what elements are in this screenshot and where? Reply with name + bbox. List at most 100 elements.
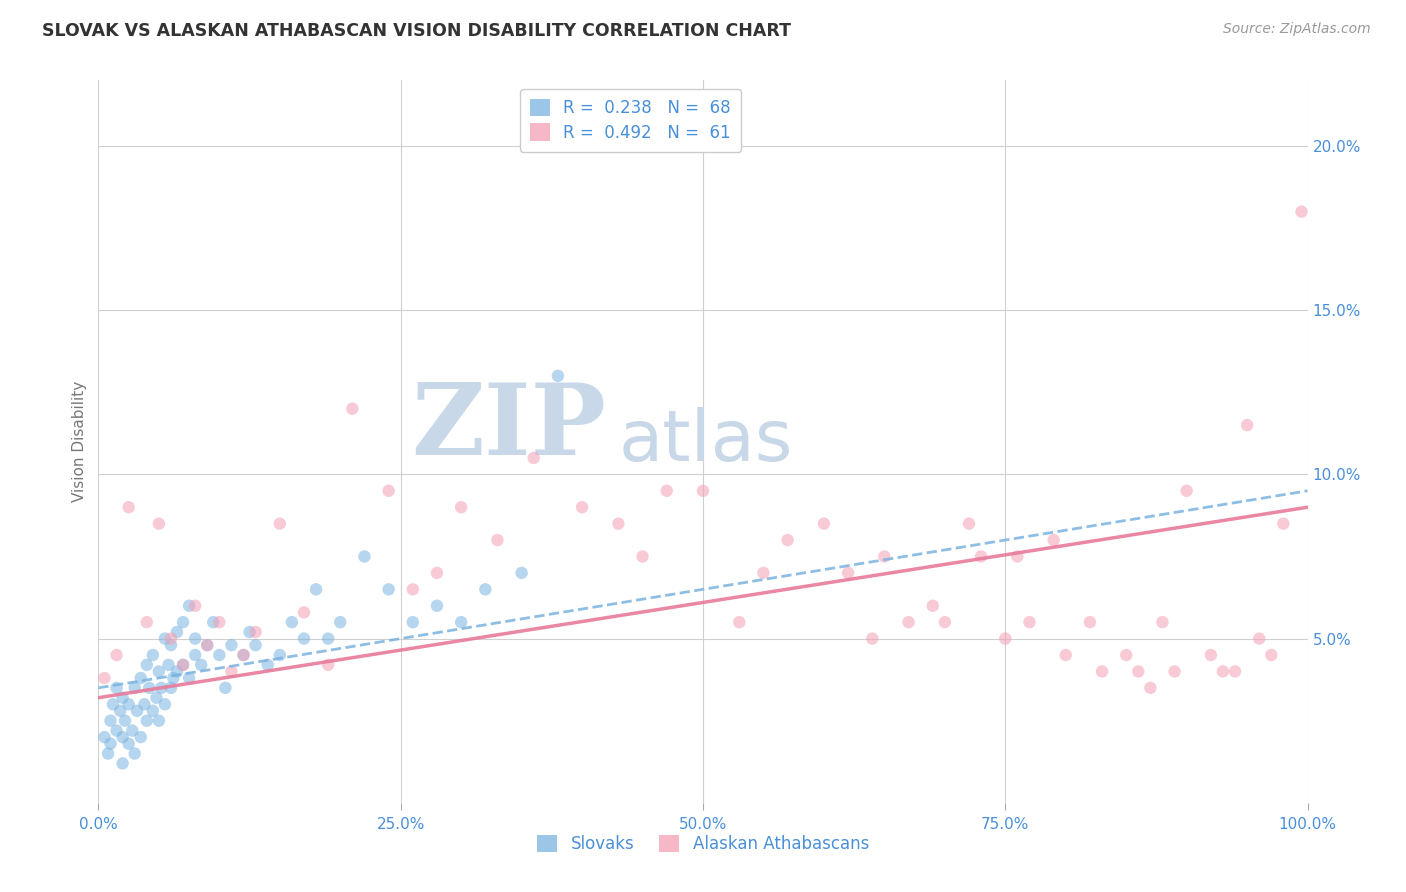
Point [957,516,980,531]
Point [269,516,291,531]
Point [166,665,188,679]
Point [655,483,678,498]
Point [221,638,243,652]
Point [426,566,449,580]
Point [208,615,231,630]
Point [607,516,630,531]
Point [1018,615,1040,630]
Point [105,723,128,738]
Point [142,704,165,718]
Point [202,615,225,630]
Point [873,549,896,564]
Point [1199,648,1222,662]
Point [342,401,364,416]
Point [316,632,339,646]
Point [105,648,128,662]
Point [232,648,254,662]
Point [114,714,136,728]
Point [100,714,122,728]
Point [121,723,143,738]
Point [316,657,339,672]
Point [486,533,509,547]
Point [837,566,859,580]
Point [329,615,352,630]
Point [232,648,254,662]
Point [162,671,184,685]
Point [1260,648,1282,662]
Point [111,730,134,744]
Point [166,625,188,640]
Point [153,698,176,712]
Point [1291,204,1313,219]
Point [752,566,775,580]
Point [921,599,943,613]
Point [108,704,131,718]
Point [135,714,157,728]
Point [1042,533,1064,547]
Point [239,625,262,640]
Point [934,615,956,630]
Point [547,368,569,383]
Point [571,500,593,515]
Point [124,681,146,695]
Point [150,681,173,695]
Point [148,714,170,728]
Point [450,615,472,630]
Point [269,648,291,662]
Point [245,638,267,652]
Point [860,632,883,646]
Point [897,615,920,630]
Point [184,632,207,646]
Point [1175,483,1198,498]
Point [172,615,194,630]
Text: ZIP: ZIP [412,378,606,475]
Point [474,582,496,597]
Y-axis label: Vision Disability: Vision Disability [72,381,87,502]
Point [184,648,207,662]
Point [160,638,183,652]
Text: SLOVAK VS ALASKAN ATHABASCAN VISION DISABILITY CORRELATION CHART: SLOVAK VS ALASKAN ATHABASCAN VISION DISA… [42,22,792,40]
Point [97,747,120,761]
Point [1223,665,1246,679]
Point [134,698,156,712]
Point [970,549,993,564]
Point [1212,665,1234,679]
Point [281,615,304,630]
Point [631,549,654,564]
Point [728,615,751,630]
Point [426,599,449,613]
Point [195,638,218,652]
Point [305,582,328,597]
Point [118,500,141,515]
Point [172,657,194,672]
Point [1236,418,1258,433]
Point [142,648,165,662]
Point [157,657,180,672]
Legend: Slovaks, Alaskan Athabascans: Slovaks, Alaskan Athabascans [530,828,876,860]
Point [179,599,201,613]
Point [118,698,141,712]
Point [138,681,160,695]
Point [292,605,315,619]
Point [129,730,152,744]
Point [148,516,170,531]
Point [160,681,183,695]
Point [523,450,546,465]
Point [148,665,170,679]
Point [377,483,399,498]
Point [127,704,149,718]
Point [1163,665,1185,679]
Point [1139,681,1161,695]
Point [994,632,1017,646]
Point [353,549,375,564]
Point [377,582,399,597]
Point [208,648,231,662]
Point [160,632,183,646]
Point [93,671,115,685]
Point [100,737,122,751]
Point [135,657,157,672]
Point [1078,615,1101,630]
Point [510,566,533,580]
Point [214,681,236,695]
Point [776,533,799,547]
